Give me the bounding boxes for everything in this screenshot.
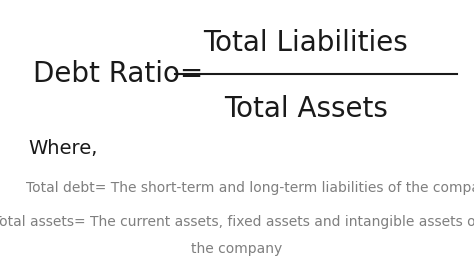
Text: Total Assets: Total Assets <box>224 95 388 123</box>
Text: Debt Ratio=: Debt Ratio= <box>33 60 203 89</box>
Text: Where,: Where, <box>28 139 98 159</box>
Text: Total Liabilities: Total Liabilities <box>203 28 408 57</box>
Text: Total assets= The current assets, fixed assets and intangible assets of: Total assets= The current assets, fixed … <box>0 215 474 229</box>
Text: Total debt= The short-term and long-term liabilities of the company: Total debt= The short-term and long-term… <box>26 181 474 194</box>
Text: the company: the company <box>191 242 283 256</box>
